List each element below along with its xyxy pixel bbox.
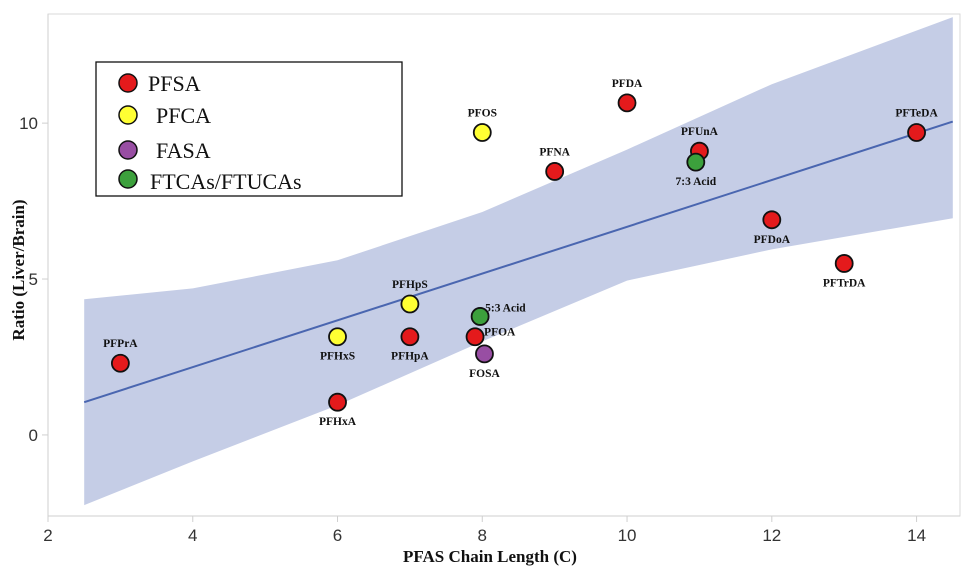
- point-label: PFHpA: [391, 351, 429, 363]
- data-point-pfhpa: [400, 327, 420, 347]
- legend-marker-pfsa: [118, 73, 138, 93]
- data-point-pfpra: [110, 353, 130, 373]
- data-point-pfna: [545, 162, 565, 181]
- x-tick-label: 6: [333, 526, 342, 545]
- point-label: PFNA: [539, 146, 570, 158]
- data-point-pfoa: [465, 327, 485, 347]
- data-point-pfdoa: [762, 210, 782, 230]
- x-tick-label: 4: [188, 526, 197, 545]
- y-tick-label: 0: [29, 426, 38, 445]
- legend-label-fasa: FASA: [156, 138, 211, 163]
- point-label: PFUnA: [681, 126, 719, 138]
- point-label: PFHpS: [392, 279, 428, 291]
- point-label: FOSA: [469, 368, 500, 380]
- legend-box: [95, 61, 403, 197]
- data-point-pfda: [617, 93, 637, 113]
- data-point-7-3-acid: [686, 152, 706, 172]
- data-point-pfhxa: [328, 392, 347, 412]
- axis-ticks: 2 4 6 8 10 12 14 0 5 10: [19, 114, 926, 545]
- data-point-fosa: [475, 344, 494, 364]
- regression-line: [83, 120, 954, 404]
- data-point-pfhps: [400, 294, 420, 314]
- legend-marker-ftca: [118, 169, 138, 189]
- legend-label-pfca: PFCA: [156, 103, 211, 128]
- legend-marker-fasa: [118, 140, 138, 160]
- point-label: PFPrA: [103, 338, 138, 350]
- x-tick-label: 12: [762, 526, 781, 545]
- point-label: PFTrDA: [823, 277, 866, 289]
- data-point-pfteda: [907, 123, 926, 142]
- point-label: PFDA: [612, 78, 643, 90]
- x-tick-label: 10: [618, 526, 637, 545]
- data-point-pftrda: [834, 254, 854, 273]
- legend-label-pfsa: PFSA: [148, 71, 201, 96]
- point-label: PFDoA: [754, 234, 791, 246]
- x-axis-title: PFAS Chain Length (C): [403, 547, 577, 566]
- x-tick-label: 8: [478, 526, 487, 545]
- y-axis-title: Ratio (Liver/Brain): [9, 199, 28, 340]
- data-point-pfhxs: [328, 327, 347, 347]
- data-points: [110, 93, 926, 412]
- point-label: PFTeDA: [895, 107, 938, 119]
- point-label: PFHxA: [319, 416, 357, 428]
- point-labels: PFPrA PFHxA PFHxS PFHpS PFHpA PFOA FOSA 5:3 Aci…: [103, 78, 938, 428]
- x-tick-label: 14: [907, 526, 926, 545]
- y-tick-label: 10: [19, 114, 38, 133]
- data-point-5-3-acid: [470, 307, 490, 326]
- x-tick-label: 2: [43, 526, 52, 545]
- point-label: PFOA: [484, 327, 516, 339]
- point-label: 7:3 Acid: [676, 176, 717, 188]
- legend-marker-pfca: [118, 105, 138, 125]
- legend-label-ftca: FTCAs/FTUCAs: [150, 169, 302, 194]
- legend: PFSA PFCA FASA FTCAs/FTUCAs: [95, 61, 403, 197]
- y-tick-label: 5: [29, 270, 38, 289]
- point-label: PFOS: [468, 107, 497, 119]
- point-label: 5:3 Acid: [485, 302, 526, 314]
- data-point-pfos: [472, 123, 492, 142]
- point-label: PFHxS: [320, 351, 355, 363]
